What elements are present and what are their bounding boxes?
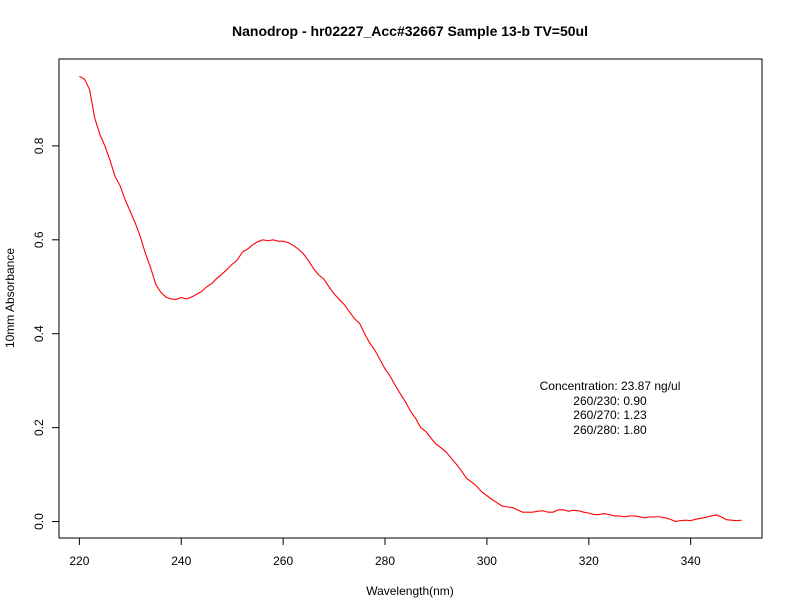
x-axis-label: Wavelength(nm) <box>366 584 454 598</box>
x-tick-label: 300 <box>477 554 497 568</box>
x-tick-label: 220 <box>69 554 89 568</box>
y-axis: 0.0 0.2 0.4 0.6 0.8 <box>32 137 60 530</box>
x-axis: 220 240 260 280 300 320 340 <box>69 537 701 568</box>
x-tick-label: 320 <box>579 554 599 568</box>
absorbance-line <box>79 75 742 523</box>
annotation-block: Concentration: 23.87 ng/ul 260/230: 0.90… <box>540 379 681 437</box>
y-axis-label: 10mm Absorbance <box>3 248 17 348</box>
y-tick-label: 0.8 <box>32 137 46 154</box>
y-tick-label: 0.6 <box>32 231 46 248</box>
annotation-ratio-260-280: 260/280: 1.80 <box>573 423 647 437</box>
x-tick-label: 240 <box>171 554 191 568</box>
x-tick-label: 260 <box>273 554 293 568</box>
x-tick-label: 280 <box>375 554 395 568</box>
chart-title: Nanodrop - hr02227_Acc#32667 Sample 13-b… <box>232 23 588 39</box>
x-tick-label: 340 <box>681 554 701 568</box>
y-tick-label: 0.0 <box>32 513 46 530</box>
plot-box <box>58 58 763 539</box>
annotation-ratio-260-230: 260/230: 0.90 <box>573 394 647 408</box>
y-tick-label: 0.4 <box>32 325 46 342</box>
y-tick-label: 0.2 <box>32 419 46 436</box>
annotation-concentration: Concentration: 23.87 ng/ul <box>540 379 681 393</box>
annotation-ratio-260-270: 260/270: 1.23 <box>573 408 647 422</box>
